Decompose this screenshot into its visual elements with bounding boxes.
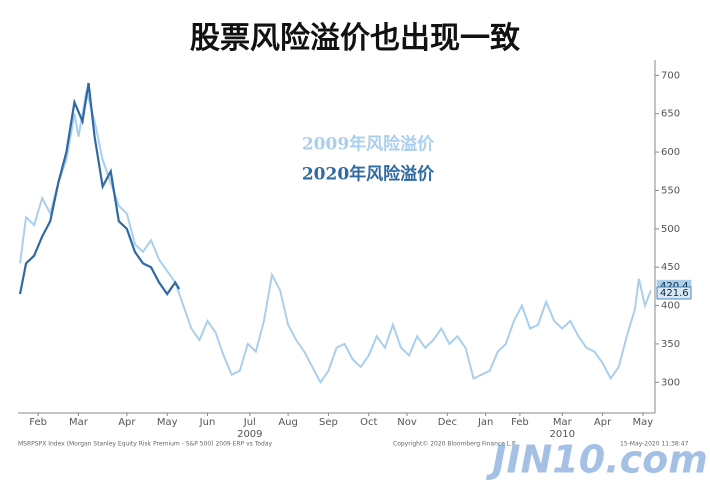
x-tick-label: Sep [319, 417, 338, 428]
x-tick-label: Nov [397, 417, 417, 428]
y-tick-label: 650 [661, 109, 680, 120]
end-label: 421.6 [660, 288, 689, 299]
x-tick-label: Dec [438, 417, 457, 428]
y-tick-label: 600 [661, 147, 680, 158]
x-tick-label: May [633, 417, 654, 428]
x-tick-label: May [157, 417, 178, 428]
x-tick-label: Apr [118, 417, 136, 428]
x-tick-label: Feb [29, 417, 47, 428]
end-label-box [656, 286, 692, 300]
y-tick-label: 350 [661, 339, 680, 350]
watermark: JIN10.com [485, 438, 708, 482]
series-line [18, 82, 181, 296]
series-line [19, 90, 652, 385]
chart-title: 股票风险溢价也出现一致 [190, 21, 520, 56]
x-tick-label: Oct [360, 417, 377, 428]
x-tick-label: Apr [594, 417, 612, 428]
x-tick-label: Aug [278, 417, 298, 428]
y-tick-label: 300 [661, 377, 680, 388]
x-tick-label: Feb [511, 417, 529, 428]
x-tick-label: Jan [477, 417, 493, 428]
y-tick-label: 400 [661, 301, 680, 312]
x-tick-label: Jun [199, 417, 216, 428]
footer-left: MSRPSPX Index (Morgan Stanley Equity Ris… [18, 441, 273, 448]
x-tick-label: Mar [553, 417, 573, 428]
year-label: 2010 [550, 429, 575, 440]
year-label: 2009 [237, 429, 262, 440]
y-tick-label: 700 [661, 70, 680, 81]
footer-right: 15-May-2020 11:38:47 [620, 441, 689, 448]
y-tick-label: 500 [661, 224, 680, 235]
legend-entry: 2020年风险溢价 [302, 164, 435, 185]
footer-mid: Copyright© 2020 Bloomberg Finance L.P. [393, 441, 517, 448]
legend-entry: 2009年风险溢价 [302, 134, 435, 155]
y-tick-label: 550 [661, 185, 680, 196]
x-tick-label: Mar [69, 417, 89, 428]
x-tick-label: Jul [243, 417, 256, 428]
y-tick-label: 450 [661, 262, 680, 273]
